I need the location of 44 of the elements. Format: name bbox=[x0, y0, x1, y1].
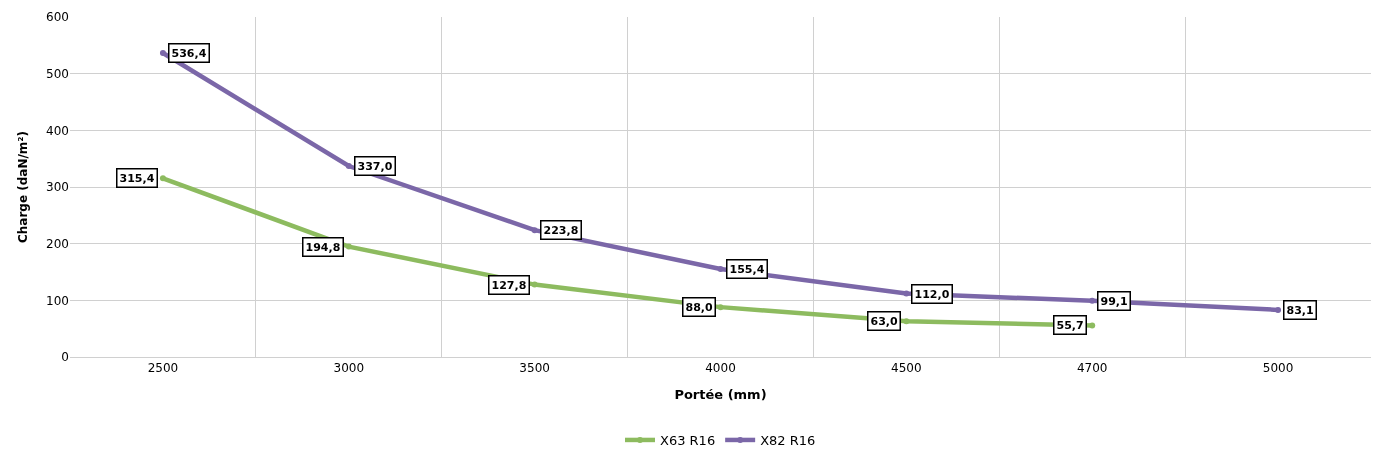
legend-label: X82 R16 bbox=[760, 433, 816, 449]
data-label: 83,1 bbox=[1286, 303, 1314, 317]
point bbox=[345, 163, 352, 170]
point bbox=[1089, 322, 1096, 329]
data-label: 223,8 bbox=[543, 223, 579, 237]
y-tick-label: 0 bbox=[61, 350, 69, 365]
point bbox=[717, 265, 724, 272]
point bbox=[345, 243, 352, 250]
point bbox=[159, 50, 166, 57]
y-tick-label: 200 bbox=[46, 236, 69, 251]
x-tick-label: 2500 bbox=[147, 361, 179, 376]
data-label: 194,8 bbox=[305, 240, 341, 254]
data-label: 127,8 bbox=[491, 278, 527, 292]
data-label: 315,4 bbox=[119, 171, 155, 185]
point bbox=[159, 175, 166, 182]
data-label: 112,0 bbox=[914, 287, 950, 301]
data-label: 55,7 bbox=[1056, 318, 1084, 332]
x-axis-title: Portée (mm) bbox=[674, 387, 767, 402]
y-axis-title: Charge (daN/m²) bbox=[16, 130, 31, 244]
point bbox=[531, 227, 538, 234]
data-label: 536,4 bbox=[171, 46, 207, 60]
data-label: 99,1 bbox=[1100, 294, 1128, 308]
point bbox=[717, 304, 724, 311]
x-tick-label: 3000 bbox=[333, 361, 365, 376]
y-tick-label: 100 bbox=[46, 293, 69, 308]
data-label: 88,0 bbox=[685, 300, 713, 314]
point bbox=[903, 318, 910, 325]
x-tick-label: 3500 bbox=[519, 361, 550, 376]
point bbox=[1089, 297, 1096, 304]
data-label: 337,0 bbox=[357, 159, 393, 173]
x-tick-label: 4000 bbox=[705, 361, 736, 376]
point bbox=[531, 281, 538, 288]
data-label: 63,0 bbox=[870, 314, 898, 328]
y-tick-label: 400 bbox=[46, 123, 69, 138]
data-label: 155,4 bbox=[729, 262, 765, 276]
legend-label: X63 R16 bbox=[660, 433, 716, 449]
y-tick-label: 300 bbox=[46, 180, 69, 195]
y-tick-label: 600 bbox=[46, 10, 69, 25]
point bbox=[1275, 306, 1282, 313]
x-tick-label: 4500 bbox=[891, 361, 922, 376]
x-tick-label: 5000 bbox=[1262, 361, 1294, 376]
x-tick-label: 4700 bbox=[1076, 361, 1108, 376]
y-tick-label: 500 bbox=[46, 66, 69, 81]
point bbox=[903, 290, 910, 297]
